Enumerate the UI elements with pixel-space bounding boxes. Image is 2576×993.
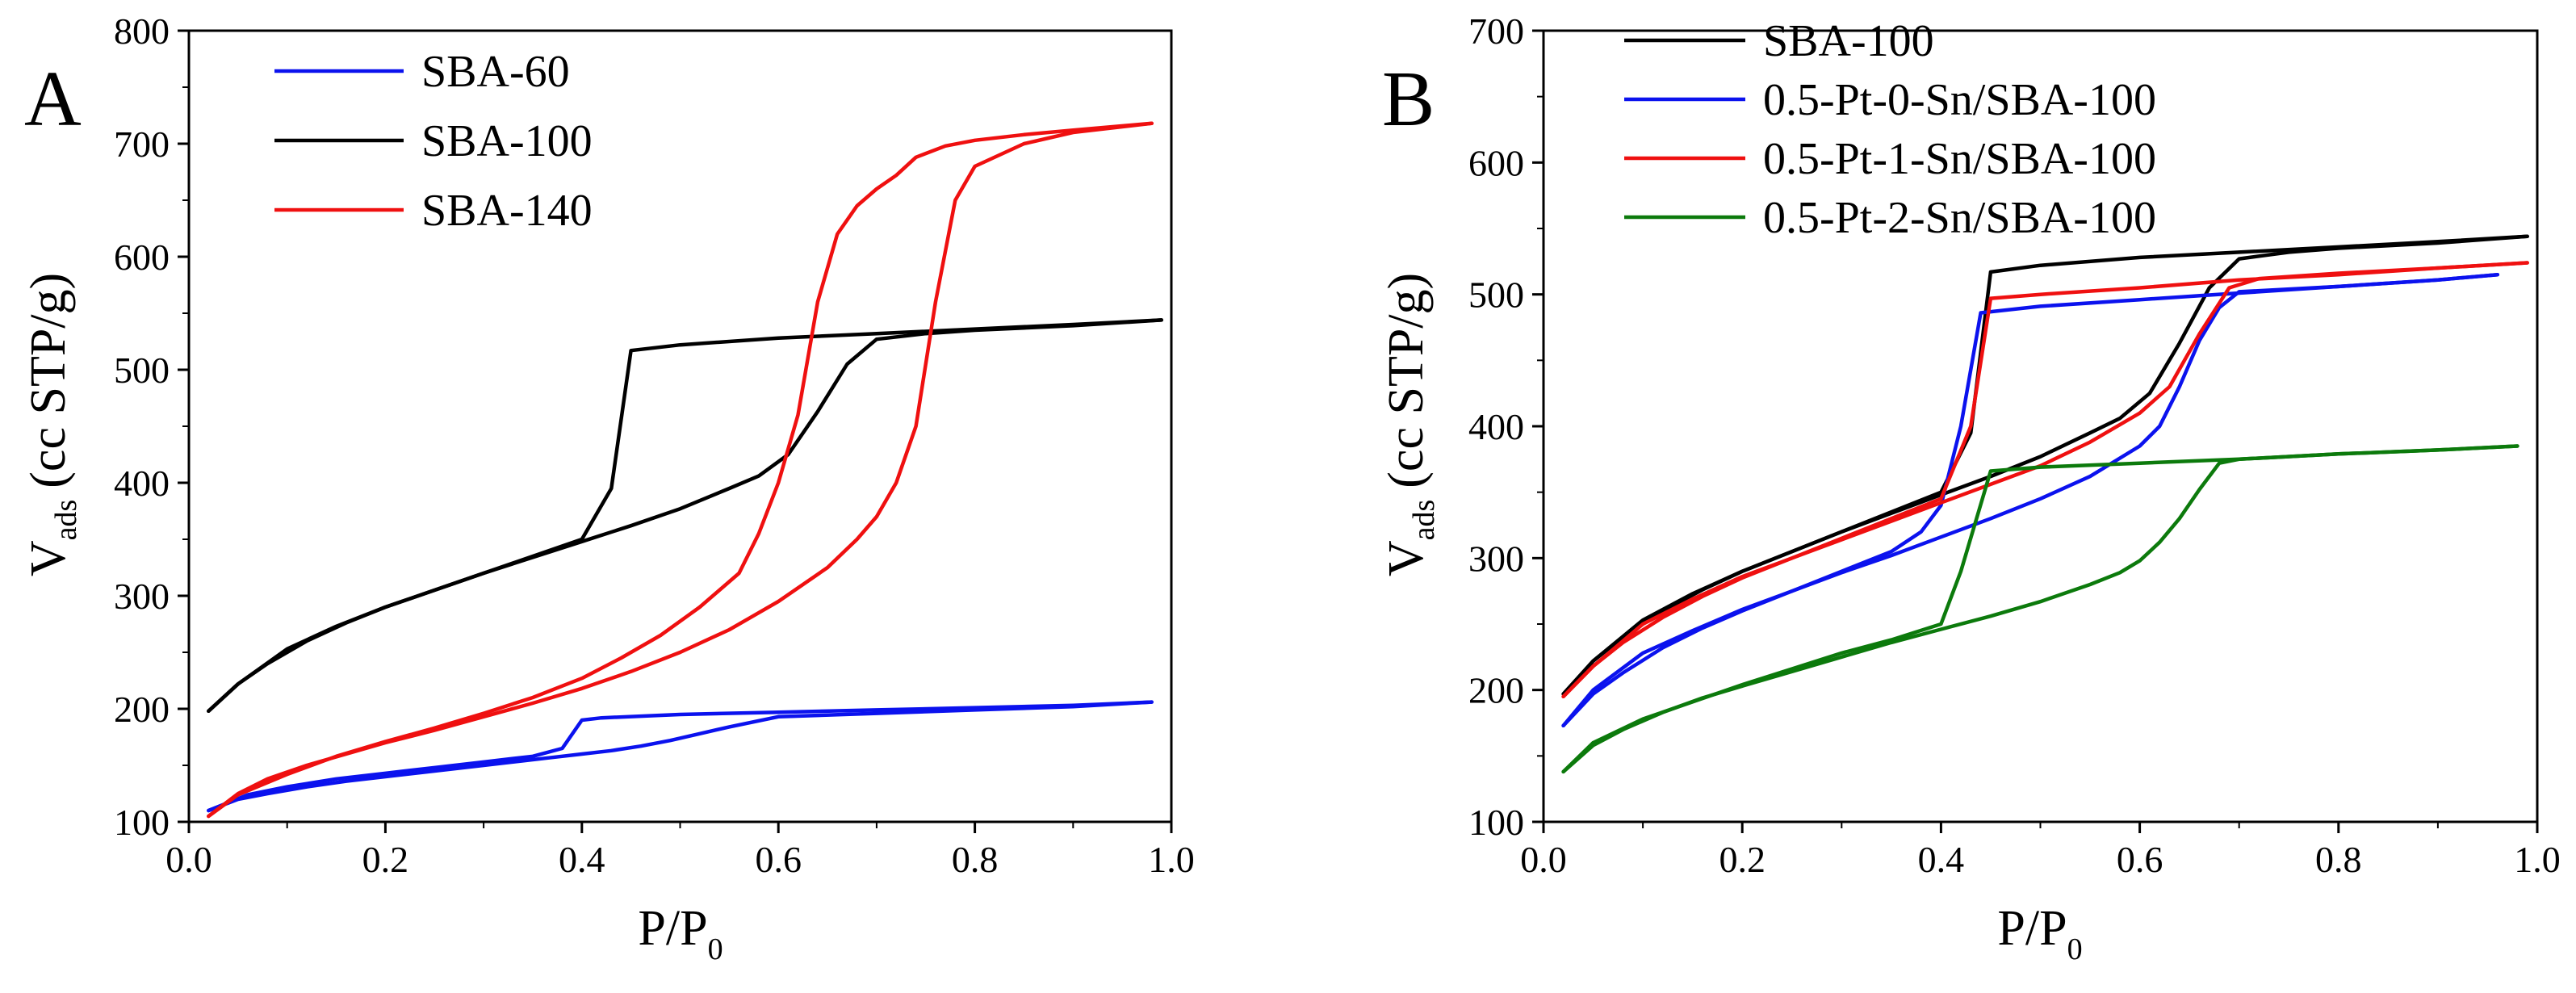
y-tick-label: 100 [1468, 802, 1524, 843]
y-tick-label: 500 [114, 350, 170, 391]
panel-a-y-axis-title: Vads (cc STP/g) [21, 273, 83, 576]
series-desorption-line [207, 121, 1154, 819]
y-tick-label: 200 [114, 689, 170, 730]
legend-label: 0.5-Pt-0-Sn/SBA-100 [1763, 75, 2156, 125]
x-tick-label: 0.2 [362, 839, 409, 880]
legend-label: 0.5-Pt-1-Sn/SBA-100 [1763, 134, 2156, 184]
y-tick-label: 700 [114, 124, 170, 165]
series-desorption-line [1561, 272, 2500, 728]
series-desorption-line [1561, 234, 2529, 696]
legend-label: 0.5-Pt-2-Sn/SBA-100 [1763, 193, 2156, 243]
series-desorption-line [1561, 261, 2529, 699]
panel-a-legend: SBA-60 SBA-100 SBA-140 [274, 47, 593, 236]
panel-a-ylabel-main: V [21, 540, 76, 576]
y-tick-label: 400 [114, 463, 170, 504]
panel-a-series [207, 121, 1164, 819]
panel-b-letter: B [1382, 56, 1435, 143]
panel-a: A 0.0 0.2 0.4 0.6 0.8 1.0 100 200 300 400 500 600 70… [21, 10, 1195, 966]
x-tick-label: 0.0 [1520, 839, 1567, 880]
panel-b-xlabel-sub: 0 [2067, 932, 2083, 966]
y-tick-label: 200 [1468, 670, 1524, 711]
x-tick-label: 0.8 [2315, 839, 2362, 880]
panel-a-ylabel-sub: ads [49, 500, 83, 541]
series-desorption-line [1561, 444, 2519, 774]
x-tick-label: 0.6 [2117, 839, 2163, 880]
x-tick-label: 0.4 [1918, 839, 1965, 880]
x-tick-label: 0.4 [559, 839, 605, 880]
panel-a-x-axis-title: P/P0 [638, 901, 723, 966]
panel-b-y-axis-title: Vads (cc STP/g) [1379, 273, 1441, 576]
y-tick-label: 100 [114, 802, 170, 843]
x-tick-label: 1.0 [1148, 839, 1195, 880]
y-tick-label: 300 [1468, 538, 1524, 579]
series-adsorption-line [1561, 261, 2529, 699]
series-adsorption-line [207, 318, 1164, 714]
series-adsorption-line [207, 700, 1154, 813]
panel-a-xlabel-main: P/P [638, 901, 707, 956]
y-tick-label: 700 [1468, 10, 1524, 52]
panel-b-ticks: 0.0 0.2 0.4 0.6 0.8 1.0 100 200 300 400 500 600 700 [1468, 10, 2561, 880]
series-adsorption-line [1561, 444, 2519, 774]
x-tick-label: 0.8 [952, 839, 999, 880]
panel-b-legend: SBA-100 0.5-Pt-0-Sn/SBA-100 0.5-Pt-1-Sn/SB… [1624, 16, 2156, 243]
legend-label: SBA-140 [421, 186, 593, 236]
panel-b-ylabel-main: V [1379, 540, 1434, 576]
panel-a-plot-frame [187, 29, 1173, 823]
panel-b-ylabel-unit: (cc STP/g) [1379, 273, 1434, 488]
x-tick-label: 1.0 [2514, 839, 2561, 880]
x-tick-label: 0.2 [1719, 839, 1766, 880]
x-tick-label: 0.0 [165, 839, 212, 880]
y-tick-label: 300 [114, 576, 170, 617]
legend-label: SBA-60 [421, 47, 570, 97]
y-tick-label: 500 [1468, 274, 1524, 316]
series-adsorption-line [1561, 272, 2500, 728]
series-desorption-line [207, 318, 1164, 714]
y-tick-label: 400 [1468, 406, 1524, 447]
svg-text:Vads(cc STP/g): Vads (cc STP/g) [21, 273, 83, 576]
y-tick-label: 800 [114, 10, 170, 52]
panel-a-xlabel-sub: 0 [708, 932, 723, 966]
panel-a-ylabel-unit: (cc STP/g) [21, 273, 76, 488]
y-tick-label: 600 [114, 237, 170, 278]
panel-b: B 0.0 0.2 0.4 0.6 0.8 1.0 100 200 300 400 500 600 70… [1379, 10, 2561, 966]
svg-text:Vads(cc STP/g): Vads (cc STP/g) [1379, 273, 1441, 576]
panel-b-x-axis-title: P/P0 [1997, 901, 2082, 966]
panel-b-xlabel-main: P/P [1997, 901, 2067, 956]
panel-b-ylabel-sub: ads [1407, 500, 1441, 541]
y-tick-label: 600 [1468, 142, 1524, 183]
legend-label: SBA-100 [1763, 16, 1934, 66]
series-adsorption-line [207, 121, 1154, 819]
x-tick-label: 0.6 [755, 839, 802, 880]
panel-a-letter: A [24, 56, 82, 143]
series-desorption-line [207, 700, 1154, 813]
panel-b-series [1561, 234, 2529, 774]
panel-a-ticks: 0.0 0.2 0.4 0.6 0.8 1.0 100 200 300 400 500 600 700 8… [114, 10, 1195, 880]
legend-label: SBA-100 [421, 116, 593, 166]
